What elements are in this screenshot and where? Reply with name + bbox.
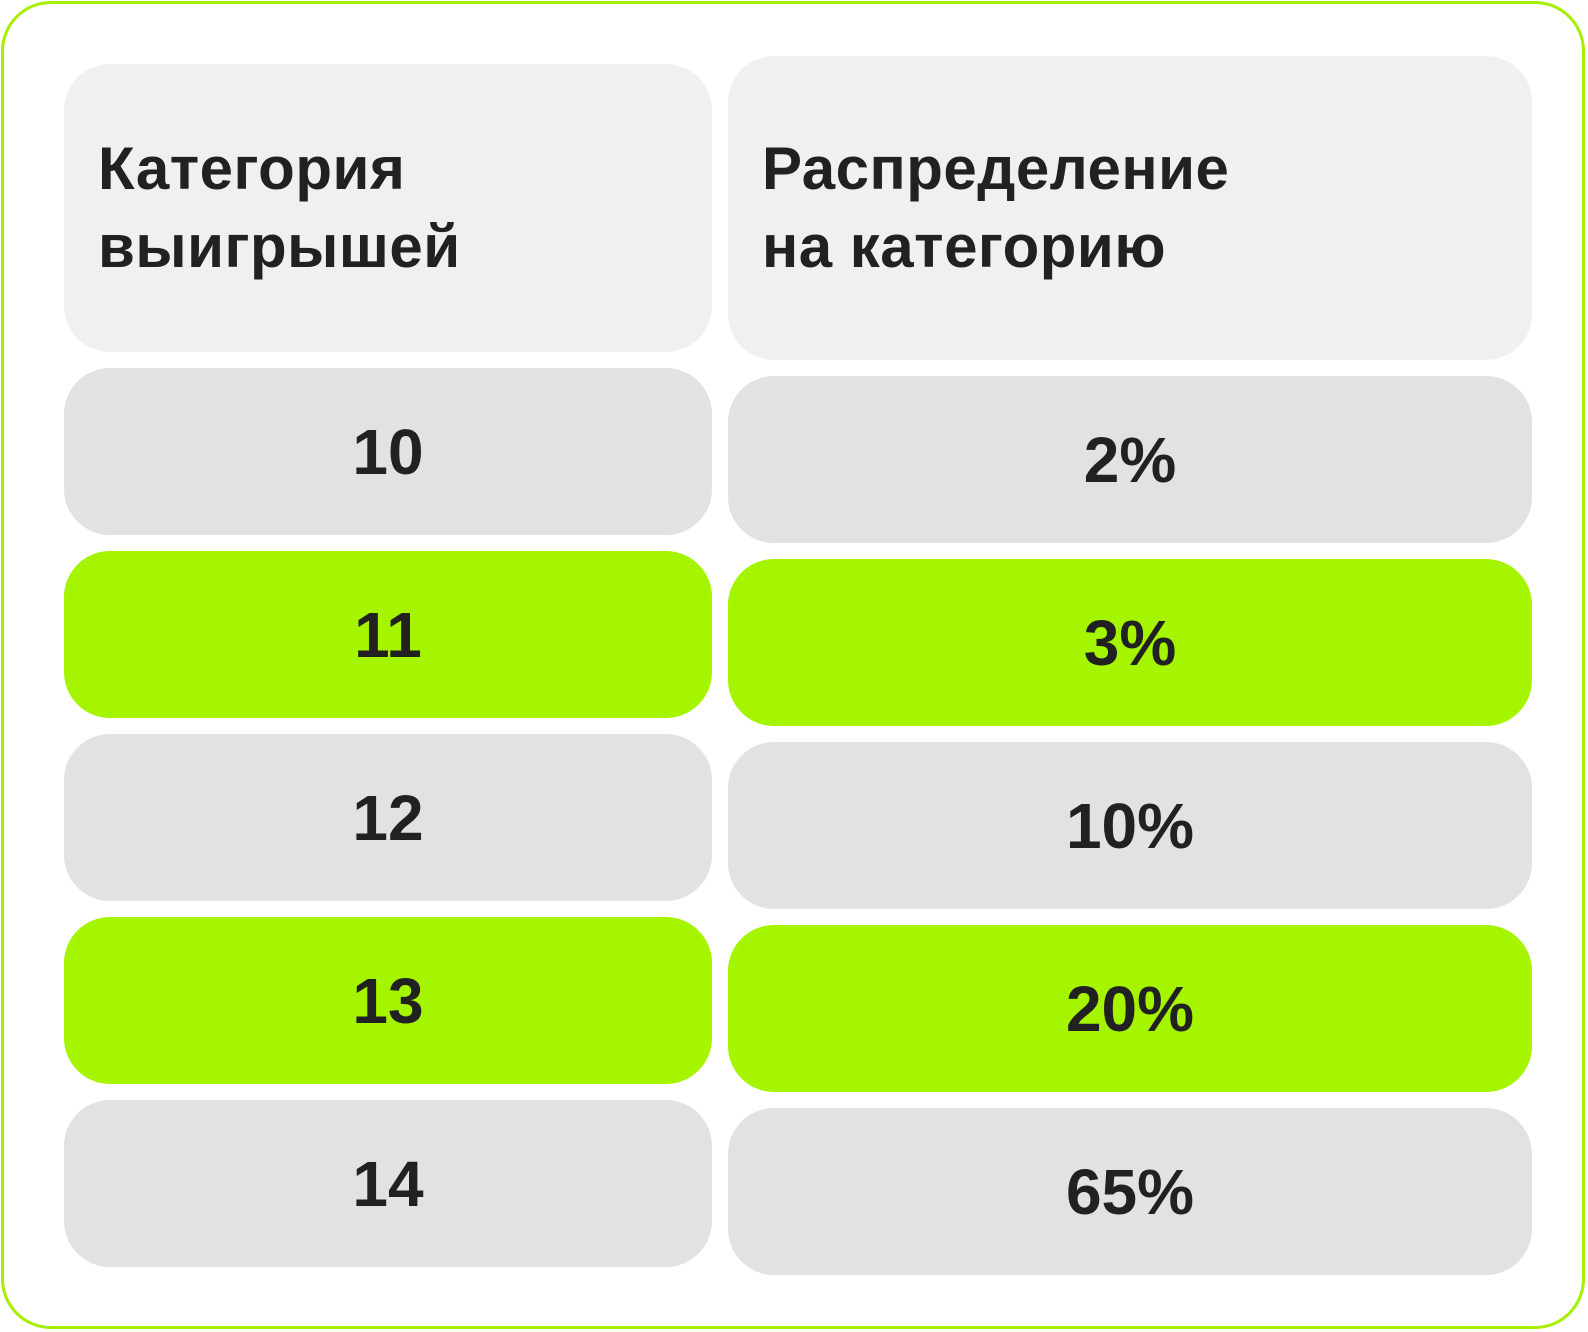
column-header-category: Категория выигрышей bbox=[64, 64, 712, 352]
distribution-cell: 2% bbox=[728, 376, 1532, 543]
header-category-line2: выигрышей bbox=[98, 213, 461, 280]
header-category-line1: Категория bbox=[98, 135, 406, 202]
category-cell: 13 bbox=[64, 917, 712, 1084]
category-cell: 12 bbox=[64, 734, 712, 901]
distribution-cell: 10% bbox=[728, 742, 1532, 909]
distribution-cell: 3% bbox=[728, 559, 1532, 726]
category-cell: 10 bbox=[64, 368, 712, 535]
category-cell: 14 bbox=[64, 1100, 712, 1267]
category-cell: 11 bbox=[64, 551, 712, 718]
distribution-cell: 20% bbox=[728, 925, 1532, 1092]
column-header-distribution: Распределение на категорию bbox=[728, 56, 1532, 360]
distribution-cell: 65% bbox=[728, 1108, 1532, 1275]
header-distribution-line2: на категорию bbox=[762, 213, 1167, 280]
header-distribution-line1: Распределение bbox=[762, 135, 1230, 202]
